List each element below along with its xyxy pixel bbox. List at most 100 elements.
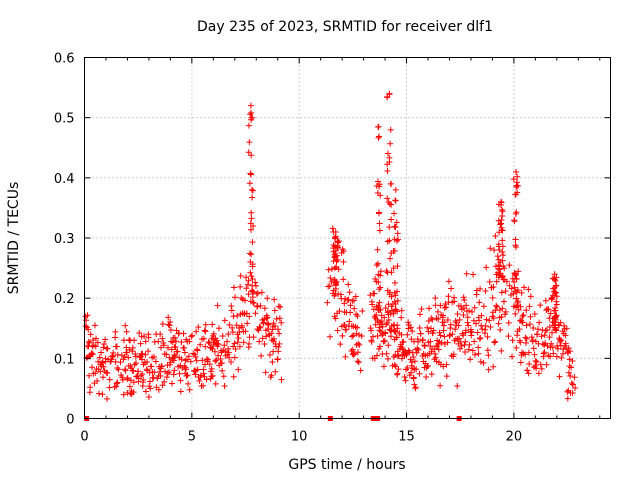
data-point — [159, 320, 166, 327]
data-point — [84, 312, 91, 319]
data-point — [259, 335, 266, 342]
data-point — [506, 262, 513, 269]
data-point — [126, 336, 133, 343]
data-point — [150, 374, 157, 381]
data-point — [568, 364, 575, 371]
data-point — [528, 334, 535, 341]
data-point — [502, 308, 509, 315]
data-point — [142, 338, 149, 345]
data-point — [155, 338, 162, 345]
data-point — [492, 232, 499, 239]
data-point — [132, 350, 139, 357]
data-point — [252, 310, 259, 317]
data-point — [566, 356, 573, 363]
data-point — [225, 345, 232, 352]
data-point — [181, 344, 188, 351]
x-tick-label: 15 — [398, 430, 415, 445]
data-point — [375, 123, 382, 130]
x-tick-label: 20 — [506, 430, 523, 445]
data-point — [407, 324, 414, 331]
data-point — [201, 327, 208, 334]
data-point — [498, 198, 505, 205]
data-point — [340, 276, 347, 283]
data-point — [112, 328, 119, 335]
data-point — [375, 271, 382, 278]
data-point — [411, 381, 418, 388]
data-point — [408, 359, 415, 366]
data-point — [395, 366, 402, 373]
data-point — [172, 344, 179, 351]
data-point — [270, 348, 277, 355]
data-point — [104, 345, 111, 352]
data-point — [200, 382, 207, 389]
data-point — [527, 293, 534, 300]
data-point — [231, 354, 238, 361]
data-point — [369, 333, 376, 340]
data-point — [564, 388, 571, 395]
data-point — [124, 375, 131, 382]
data-point — [496, 266, 503, 273]
data-point — [246, 180, 253, 187]
data-point — [419, 337, 426, 344]
data-point — [196, 378, 203, 385]
data-point — [565, 369, 572, 376]
data-point — [490, 284, 497, 291]
data-point — [444, 316, 451, 323]
data-point — [146, 378, 153, 385]
data-point — [336, 308, 343, 315]
data-point — [523, 335, 530, 342]
data-point — [376, 183, 383, 190]
data-point — [247, 269, 254, 276]
data-point — [408, 369, 415, 376]
data-point — [499, 305, 506, 312]
data-point — [549, 344, 556, 351]
data-point — [142, 351, 149, 358]
data-point — [327, 274, 334, 281]
data-point — [448, 285, 455, 292]
data-point — [514, 182, 521, 189]
data-points — [82, 90, 579, 421]
data-point — [468, 329, 475, 336]
data-point — [535, 370, 542, 377]
data-point — [235, 366, 242, 373]
data-point — [99, 391, 106, 398]
data-point — [558, 337, 565, 344]
data-point — [82, 323, 89, 330]
data-point — [249, 239, 256, 246]
data-point — [553, 274, 560, 281]
data-point — [432, 295, 439, 302]
data-point — [400, 338, 407, 345]
data-point — [104, 395, 111, 402]
data-point — [530, 345, 537, 352]
data-point — [334, 252, 341, 259]
data-point — [185, 380, 192, 387]
data-point — [248, 215, 255, 222]
data-point — [278, 376, 285, 383]
data-point — [249, 276, 256, 283]
data-point — [98, 349, 105, 356]
data-point — [497, 326, 504, 333]
data-point — [242, 328, 249, 335]
data-point — [475, 344, 482, 351]
data-point — [533, 359, 540, 366]
data-point — [256, 338, 263, 345]
data-point — [218, 360, 225, 367]
data-point — [444, 339, 451, 346]
data-point — [199, 357, 206, 364]
data-point — [375, 279, 382, 286]
data-point — [185, 353, 192, 360]
data-point — [523, 322, 530, 329]
data-point — [384, 195, 391, 202]
data-point — [330, 242, 337, 249]
data-point — [332, 315, 339, 322]
data-point — [100, 374, 107, 381]
data-point — [454, 382, 461, 389]
data-point — [495, 320, 502, 327]
data-point — [276, 330, 283, 337]
data-point — [245, 291, 252, 298]
data-point — [451, 298, 458, 305]
data-point — [391, 247, 398, 254]
data-point — [87, 384, 94, 391]
data-point — [542, 297, 549, 304]
data-point — [140, 376, 147, 383]
